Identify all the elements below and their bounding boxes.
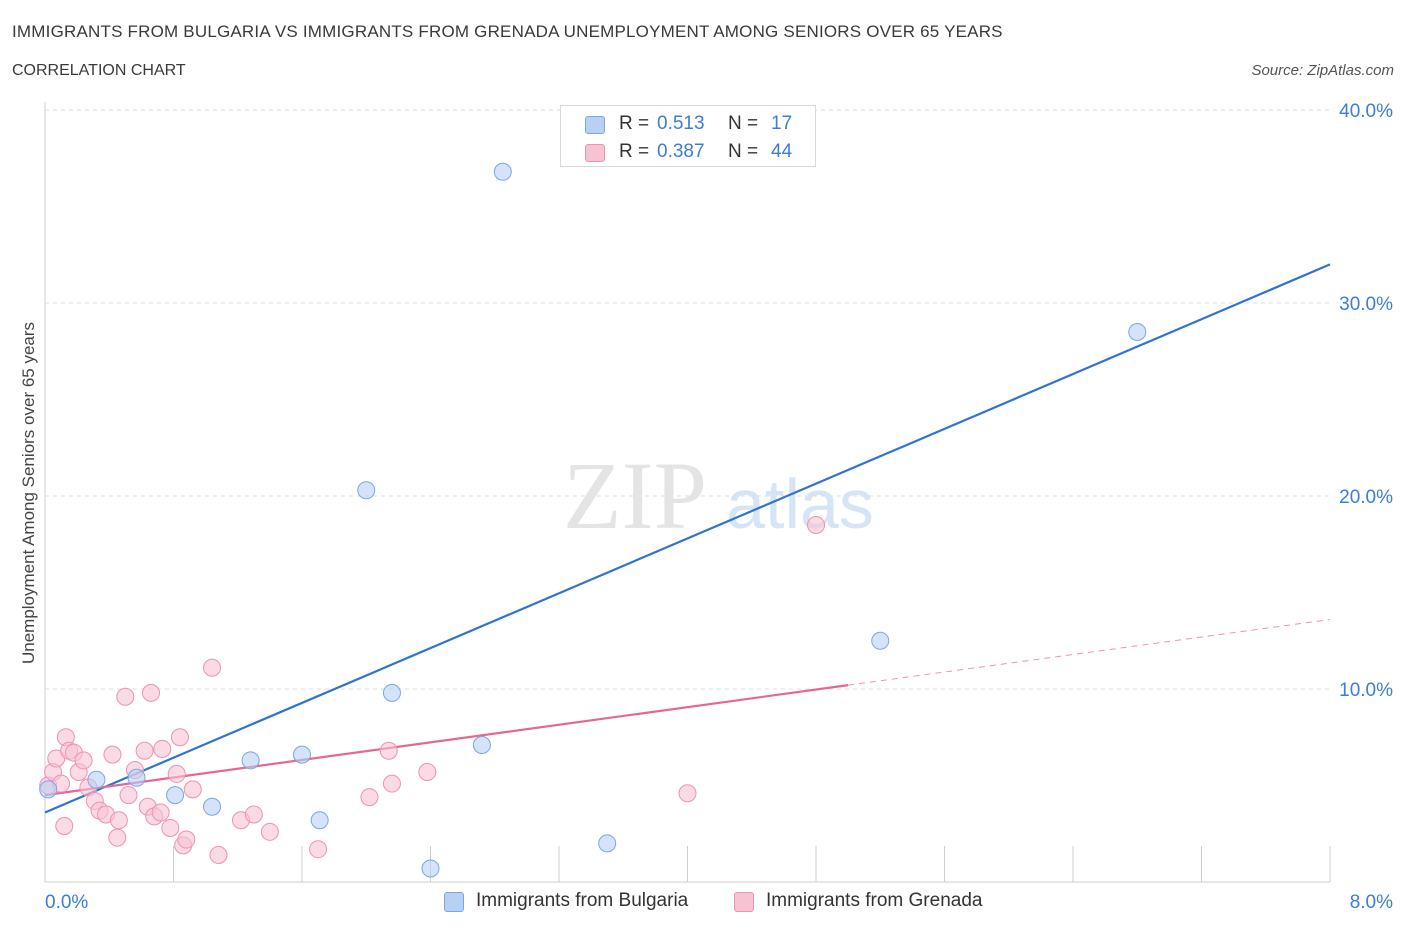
y-tick-label: 30.0% [1339,294,1393,315]
grenada-point [209,845,228,864]
r-label: R = [619,141,650,162]
grenada-point [379,741,398,760]
bulgaria-point [203,797,222,816]
x-tick-label: 0.0% [45,892,88,913]
grenada-point [151,803,170,822]
bulgaria-swatch [585,116,605,134]
grenada-point [161,818,180,837]
grenada-point [109,811,128,830]
grenada-trend-extension [848,619,1331,686]
bulgaria-point [382,683,401,702]
n-label: N = [728,141,759,162]
grenada-point [177,830,196,849]
y-tick-label: 10.0% [1339,680,1393,701]
grenada-point [183,780,202,799]
trend-lines [44,263,1331,814]
source-label: Source: ZipAtlas.com [1251,62,1394,79]
bulgaria-point [871,631,890,650]
grenada-point [55,817,74,836]
bulgaria-r-value: 0.513 [657,113,705,134]
grenada-point [678,784,697,803]
grenada-point [244,805,263,824]
bulgaria-legend-swatch [444,892,464,912]
grenada-point [74,751,93,770]
bulgaria-point [421,859,440,878]
bulgaria-point [293,745,311,764]
n-label: N = [728,113,759,134]
y-tick-label: 20.0% [1339,487,1393,508]
watermark-zip: ZIP [563,442,707,549]
y-tick-label: 40.0% [1339,101,1393,122]
watermark: ZIP atlas [563,442,874,549]
bulgaria-legend-label: Immigrants from Bulgaria [476,890,689,911]
stats-legend: R = 0.513 N = 17 R = 0.387 N = 44 [560,105,816,167]
grenada-point [108,828,127,847]
bulgaria-point [127,768,146,787]
bulgaria-point [493,162,512,181]
grenada-point [142,683,161,702]
grenada-point [360,788,379,807]
grenada-legend-swatch [734,892,754,912]
bulgaria-point [39,780,58,799]
grenada-point [153,739,172,758]
grenada-point [103,745,122,764]
bulgaria-point [357,481,376,500]
grenada-point [260,822,279,841]
bulgaria-trend-line [44,263,1331,814]
grenada-r-value: 0.387 [657,141,705,162]
chart-subtitle: CORRELATION CHART [12,62,186,79]
chart-title: IMMIGRANTS FROM BULGARIA VS IMMIGRANTS F… [12,22,1003,41]
grid-lines [45,109,1330,690]
bulgaria-point [472,735,491,754]
grenada-point [309,840,328,859]
grenada-point [203,658,222,677]
bulgaria-point [598,834,617,853]
grenada-point [170,728,189,747]
x-tick-label: 8.0% [1350,892,1393,913]
grenada-point [382,774,401,793]
r-label: R = [619,113,650,134]
grenada-swatch [585,144,605,162]
grenada-point [807,515,825,534]
bulgaria-point [310,811,329,830]
bulgaria-point [166,786,185,805]
bulgaria-point [241,751,260,770]
bulgaria-n-value: 17 [771,113,793,134]
grenada-n-value: 44 [771,141,793,162]
grenada-point [167,764,186,783]
y-axis-label: Unemployment Among Seniors over 65 years [19,322,38,664]
grenada-trend-line [44,684,849,797]
grenada-point [116,687,135,706]
grenada-point [418,762,437,781]
bulgaria-point [87,770,106,789]
axes [44,102,1331,883]
grenada-point [119,786,138,805]
grenada-point [135,741,154,760]
bulgaria-point [1128,322,1147,341]
watermark-atlas: atlas [726,465,874,543]
tick-labels: 10.0% 20.0% 30.0% 40.0% 0.0% 8.0% [45,101,1393,913]
data-points [39,131,1147,878]
grenada-legend-label: Immigrants from Grenada [766,890,983,911]
